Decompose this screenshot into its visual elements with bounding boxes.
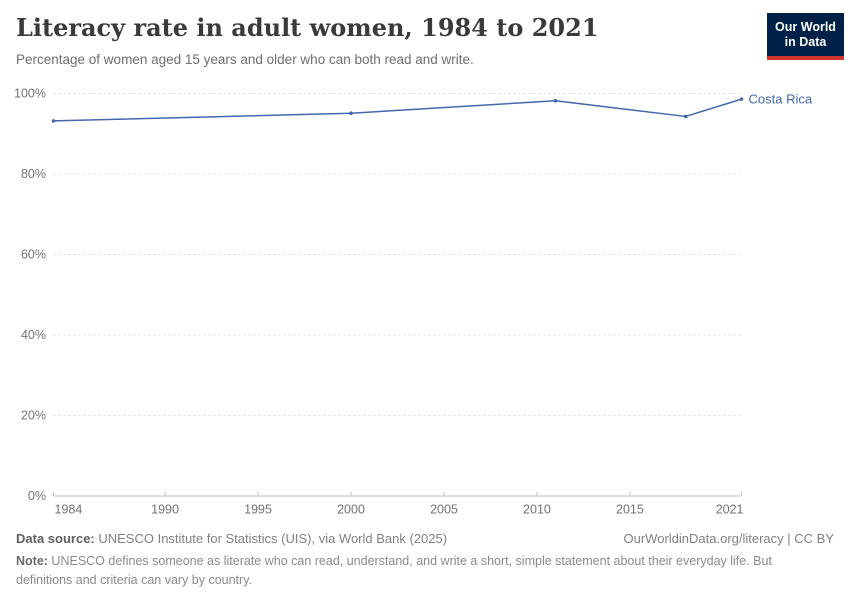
x-axis-tick-label: 1990	[151, 503, 179, 517]
data-source: Data source: UNESCO Institute for Statis…	[16, 531, 447, 546]
owid-license-link[interactable]: OurWorldinData.org/literacy | CC BY	[623, 531, 834, 546]
data-source-text: UNESCO Institute for Statistics (UIS), v…	[94, 531, 448, 546]
chart-header: Literacy rate in adult women, 1984 to 20…	[16, 13, 756, 67]
chart-note: Note: UNESCO defines someone as literate…	[16, 552, 816, 590]
note-label: Note:	[16, 554, 48, 568]
series-label-costa-rica: Costa Rica	[749, 91, 813, 106]
y-axis-tick-label: 60%	[21, 248, 46, 262]
y-axis-tick-label: 0%	[28, 489, 46, 503]
y-axis-tick-label: 100%	[14, 87, 46, 101]
data-source-label: Data source:	[16, 531, 95, 546]
x-axis-tick-label: 2010	[523, 503, 551, 517]
owid-logo-line2: in Data	[784, 34, 827, 49]
y-axis-tick-label: 80%	[21, 167, 46, 181]
x-axis-tick-label: 2015	[616, 503, 644, 517]
x-axis-tick-label: 1995	[244, 503, 272, 517]
x-axis-tick-label: 2005	[430, 503, 458, 517]
chart-subtitle: Percentage of women aged 15 years and ol…	[16, 51, 474, 67]
chart-title: Literacy rate in adult women, 1984 to 20…	[16, 13, 599, 42]
x-axis-tick-label: 2000	[337, 503, 365, 517]
plot-area[interactable]	[54, 84, 742, 497]
chart-footer: Data source: UNESCO Institute for Statis…	[16, 531, 834, 546]
x-axis-tick-label: 1984	[55, 503, 83, 517]
note-text: UNESCO defines someone as literate who c…	[16, 554, 772, 587]
y-axis-tick-label: 20%	[21, 409, 46, 423]
owid-logo[interactable]: Our World in Data	[767, 13, 844, 60]
y-axis-tick-label: 40%	[21, 328, 46, 342]
x-axis-tick-label: 2021	[716, 503, 744, 517]
owid-logo-line1: Our World	[775, 20, 836, 34]
